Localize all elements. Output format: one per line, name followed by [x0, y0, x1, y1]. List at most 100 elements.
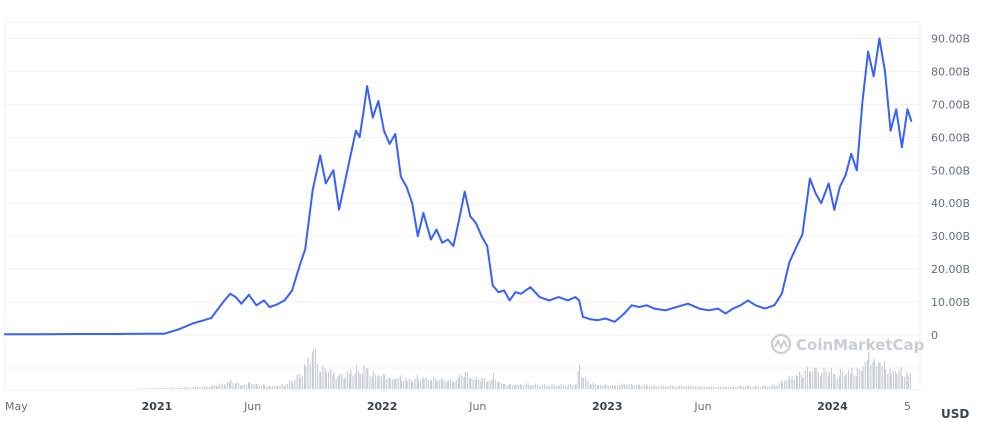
price-point: [394, 133, 397, 135]
volume-bar: [291, 381, 293, 389]
price-point: [645, 304, 648, 307]
price-point: [664, 309, 667, 312]
volume-bar: [341, 374, 343, 389]
volume-bar: [527, 383, 529, 389]
volume-bar: [156, 388, 158, 389]
volume-bar: [141, 388, 143, 389]
volume-bar: [737, 386, 739, 389]
volume-bar: [304, 364, 306, 389]
volume-bar: [154, 388, 156, 389]
volume-bar: [669, 385, 672, 389]
volume-bar: [337, 376, 339, 389]
volume-bar: [544, 384, 546, 389]
volume-bar: [791, 375, 793, 389]
price-point: [910, 119, 913, 122]
volume-bar: [672, 385, 674, 389]
volume-bar: [694, 386, 696, 389]
volume-bar: [427, 379, 429, 389]
price-point: [529, 286, 532, 289]
volume-bar: [799, 371, 801, 389]
volume-bar: [183, 387, 186, 389]
coinmarketcap-logo-icon: [770, 333, 792, 355]
volume-bar: [703, 386, 705, 389]
volume-bar: [754, 385, 756, 389]
price-point: [276, 303, 278, 306]
volume-bar: [801, 374, 803, 389]
volume-bar: [363, 364, 365, 389]
volume-bar: [592, 382, 594, 389]
volume-bar: [638, 384, 640, 389]
volume-bar: [258, 385, 260, 389]
volume-bar: [850, 373, 852, 389]
x-tick-label: 2022: [367, 400, 398, 413]
price-point: [801, 233, 804, 236]
volume-bar: [330, 369, 332, 389]
volume-bar: [320, 371, 322, 389]
volume-bar: [243, 384, 245, 389]
y-tick-label: 40.00B: [931, 197, 970, 210]
volume-bar: [809, 372, 812, 389]
volume-bar: [179, 387, 181, 389]
volume-bar: [623, 384, 625, 389]
price-point: [574, 296, 577, 298]
volume-bar: [296, 375, 298, 389]
price-point: [446, 238, 449, 241]
volume-bar: [502, 383, 505, 389]
price-point: [827, 182, 830, 185]
volume-bar: [830, 368, 833, 389]
volume-bar: [208, 386, 210, 389]
volume-bar: [164, 388, 166, 389]
volume-bar: [567, 384, 570, 389]
volume-bar: [759, 387, 762, 389]
volume-bar: [817, 371, 819, 389]
volume-bar: [489, 380, 491, 389]
volume-bar: [847, 369, 849, 389]
price-point: [795, 245, 798, 247]
price-point: [229, 292, 232, 295]
volume-bar: [276, 386, 278, 389]
volume-bar: [305, 366, 307, 389]
volume-bar: [631, 385, 633, 389]
volume-bar: [377, 376, 379, 389]
volume-bar: [820, 376, 822, 389]
price-point: [895, 108, 898, 111]
volume-bar: [621, 383, 623, 389]
volume-bar: [498, 381, 500, 389]
volume-bar: [253, 384, 255, 389]
volume-bar: [896, 373, 898, 389]
volume-bar: [546, 385, 548, 389]
volume-bar: [301, 375, 303, 389]
price-point: [567, 299, 569, 302]
volume-bar: [718, 386, 720, 389]
price-point: [788, 261, 791, 264]
volume-bar: [762, 386, 764, 389]
y-tick-label: 10.00B: [931, 296, 970, 309]
volume-bar: [796, 375, 798, 389]
volume-bar: [804, 370, 806, 389]
price-point: [707, 309, 710, 312]
volume-bar: [277, 386, 279, 389]
price-point: [597, 319, 599, 322]
volume-bar: [319, 372, 321, 389]
volume-bar: [464, 372, 466, 389]
volume-bar: [406, 381, 408, 389]
price-point: [324, 182, 327, 185]
volume-bar: [602, 385, 604, 389]
unit-label: USD: [941, 407, 969, 421]
volume-bar: [856, 368, 858, 389]
price-point: [687, 302, 689, 305]
price-point: [724, 312, 727, 315]
price-point: [548, 299, 550, 302]
volume-bar: [663, 385, 665, 389]
volume-bar: [875, 366, 878, 389]
volume-bar: [639, 385, 641, 389]
price-point: [839, 185, 841, 188]
volume-bar: [825, 370, 827, 389]
y-tick-label: 60.00B: [931, 131, 970, 144]
volume-bar: [781, 382, 783, 389]
price-point: [480, 235, 483, 238]
volume-bar: [907, 376, 909, 389]
volume-bar: [844, 376, 846, 389]
volume-bar: [815, 368, 817, 389]
volume-bar: [463, 377, 465, 389]
